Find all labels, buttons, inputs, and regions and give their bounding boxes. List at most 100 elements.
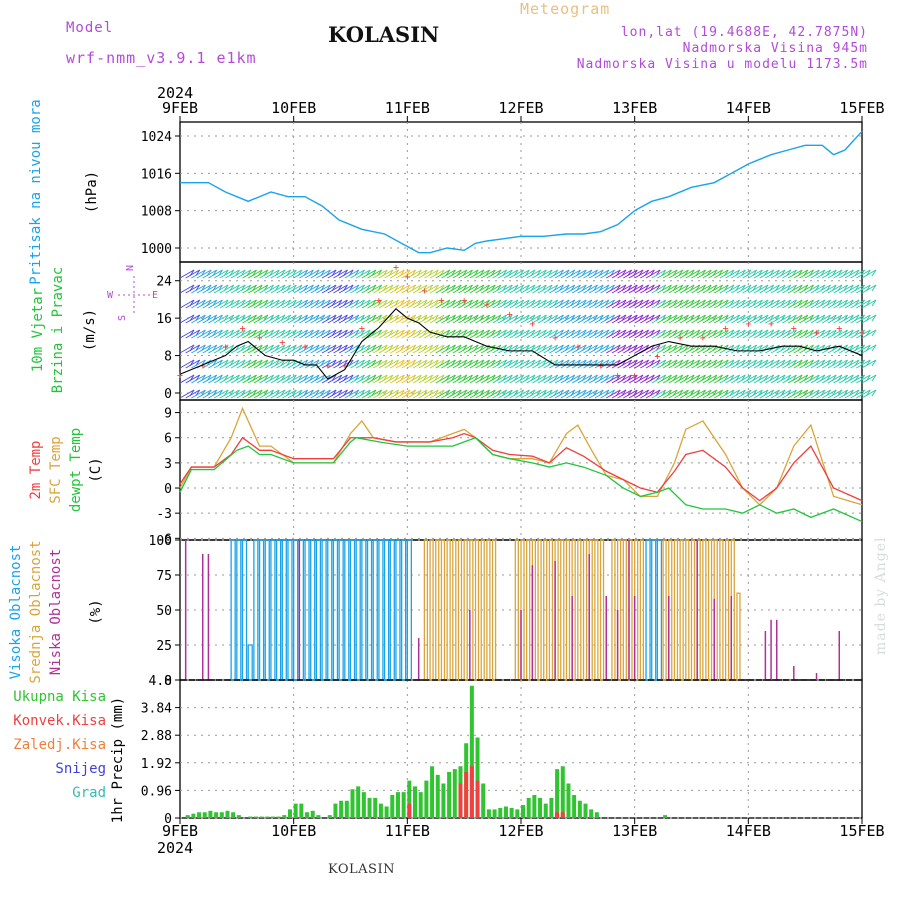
wind-barb xyxy=(179,314,195,324)
wind-barb xyxy=(839,329,854,339)
y-tick-label: 0 xyxy=(164,387,172,402)
wind-barb xyxy=(270,269,286,279)
wind-barb xyxy=(236,314,252,324)
wind-barb xyxy=(253,344,269,354)
wind-barb xyxy=(856,269,871,279)
wind-barb xyxy=(236,344,252,354)
wind-barb xyxy=(731,344,746,354)
total-precip-bar xyxy=(299,803,304,818)
wind-barb xyxy=(731,314,746,324)
wind-barb xyxy=(871,374,877,382)
wind-barb xyxy=(424,344,439,354)
wind-barb xyxy=(265,314,280,324)
wind-barb xyxy=(287,344,303,354)
wind-barb xyxy=(821,389,837,399)
gust-marker: + xyxy=(598,361,604,372)
wind-barb xyxy=(401,389,416,399)
wind-barb xyxy=(674,284,689,294)
wind-barb xyxy=(816,269,831,279)
high-cloud-bar xyxy=(247,644,253,681)
wind-barb xyxy=(696,359,712,369)
wind-barb xyxy=(696,374,712,384)
wind-barb xyxy=(515,299,530,309)
y-tick-label: 50 xyxy=(156,604,172,619)
wind-barb xyxy=(441,329,456,339)
total-precip-bar xyxy=(219,812,224,818)
mid-cloud-bar xyxy=(662,539,667,681)
wind-barb xyxy=(480,314,496,324)
wind-barb xyxy=(645,389,661,399)
wind-barb xyxy=(242,314,257,324)
wind-barb xyxy=(316,389,331,399)
wind-barb xyxy=(191,284,206,294)
y-tick-label: 0 xyxy=(164,482,172,497)
wind-barb xyxy=(753,284,769,294)
wind-barb xyxy=(338,344,354,354)
precip-legend-3: Snijeg xyxy=(55,761,106,777)
wind-barb xyxy=(554,269,570,279)
wind-barb xyxy=(355,299,371,309)
total-precip-bar xyxy=(208,810,213,818)
total-precip-bar xyxy=(395,792,400,818)
wind-barb xyxy=(742,344,757,354)
total-precip-bar xyxy=(589,809,594,818)
gust-marker: + xyxy=(257,333,263,344)
wind-barb xyxy=(736,344,752,354)
total-precip-bar xyxy=(293,803,298,818)
wind-barb xyxy=(787,299,803,309)
wind-barb xyxy=(390,299,405,309)
total-precip-bar xyxy=(486,809,491,818)
wind-barb xyxy=(532,329,547,339)
high-cloud-bar xyxy=(253,539,259,681)
station-name: KOLASIN xyxy=(328,22,440,47)
wind-barb xyxy=(304,314,320,324)
wind-barb xyxy=(361,389,377,399)
wind-barb xyxy=(799,269,814,279)
wind-barb xyxy=(827,374,843,384)
wind-barb xyxy=(833,284,848,294)
wind-barb xyxy=(395,314,411,324)
high-cloud-bar xyxy=(372,539,378,681)
total-precip-bar xyxy=(521,805,525,818)
total-precip-bar xyxy=(549,797,554,818)
gust-marker: + xyxy=(325,361,331,372)
wind-barb xyxy=(361,269,377,279)
total-precip-bar xyxy=(526,797,531,818)
wind-barb xyxy=(833,314,848,324)
wind-barb xyxy=(480,329,496,339)
wind-barb xyxy=(265,269,280,279)
wind-barb xyxy=(759,359,774,369)
wind-barb xyxy=(827,299,843,309)
wind-barb xyxy=(242,329,257,339)
wind-barb xyxy=(617,329,632,339)
wind-barb xyxy=(719,389,735,399)
wind-barb xyxy=(742,269,757,279)
wind-barb xyxy=(748,389,763,399)
wind-barb xyxy=(498,284,513,294)
total-precip-bar xyxy=(225,810,230,818)
wind-barb xyxy=(367,329,382,339)
wind-barb xyxy=(560,389,576,399)
wind-barb xyxy=(816,314,831,324)
wind-barb xyxy=(827,359,843,369)
wind-barb xyxy=(532,389,547,399)
wind-barb xyxy=(770,314,786,324)
wind-barb xyxy=(299,299,314,309)
wind-barb xyxy=(588,329,604,339)
wind-barb xyxy=(628,269,644,279)
gust-marker: + xyxy=(529,319,535,330)
wind-barb xyxy=(230,374,246,384)
wind-barb xyxy=(537,284,553,294)
wind-barb xyxy=(503,299,519,309)
wind-barb xyxy=(793,269,809,279)
wind-barb xyxy=(219,359,235,369)
wind-barb xyxy=(520,314,536,324)
wind-barb xyxy=(657,314,672,324)
total-precip-bar xyxy=(430,766,435,818)
wind-barb xyxy=(685,269,701,279)
wind-barb xyxy=(378,299,394,309)
wind-barb xyxy=(668,314,684,324)
wind-barb xyxy=(469,314,485,324)
wind-barb xyxy=(816,374,831,384)
mid-cloud-bar xyxy=(440,539,446,681)
